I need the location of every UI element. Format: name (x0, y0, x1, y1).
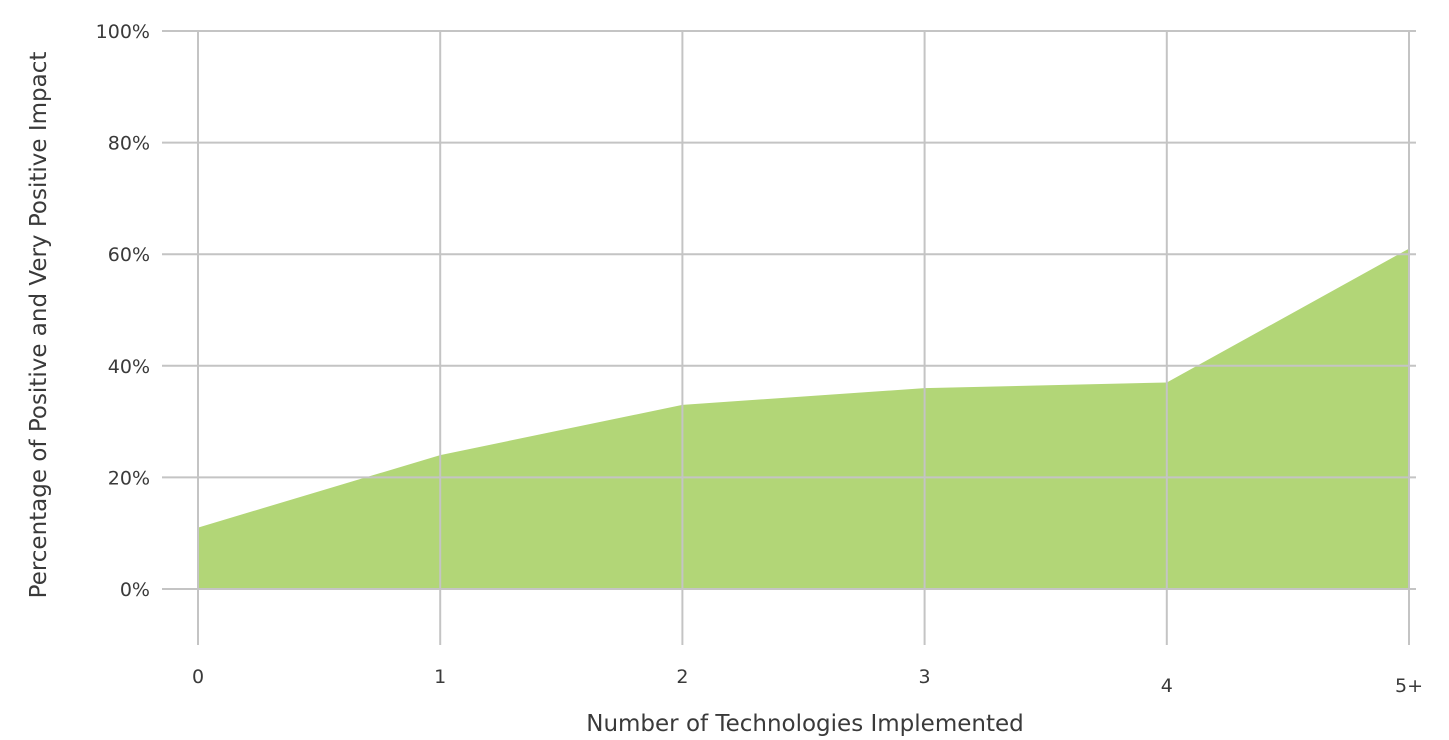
y-axis-title: Percentage of Positive and Very Positive… (26, 52, 52, 599)
x-tick-label: 4 (1161, 675, 1173, 697)
y-tick-label: 40% (108, 356, 150, 378)
x-tick-label: 2 (676, 666, 688, 688)
y-tick-label: 100% (96, 21, 150, 43)
y-tick-label: 80% (108, 133, 150, 155)
y-tick-label: 0% (120, 579, 150, 601)
x-tick-label: 5+ (1395, 675, 1423, 697)
x-tick-label: 3 (919, 666, 931, 688)
y-tick-label: 20% (108, 467, 150, 489)
grid-layer (162, 30, 1416, 645)
x-tick-label: 1 (434, 666, 446, 688)
x-tick-label: 0 (192, 666, 204, 688)
area-layer (198, 248, 1409, 589)
label-layer: 0% 20% 40% 60% 80% 100% 0 1 2 3 4 5+ (96, 21, 1423, 697)
y-tick-label: 60% (108, 244, 150, 266)
area-series (198, 248, 1409, 589)
x-axis-title: Number of Technologies Implemented (586, 711, 1023, 737)
